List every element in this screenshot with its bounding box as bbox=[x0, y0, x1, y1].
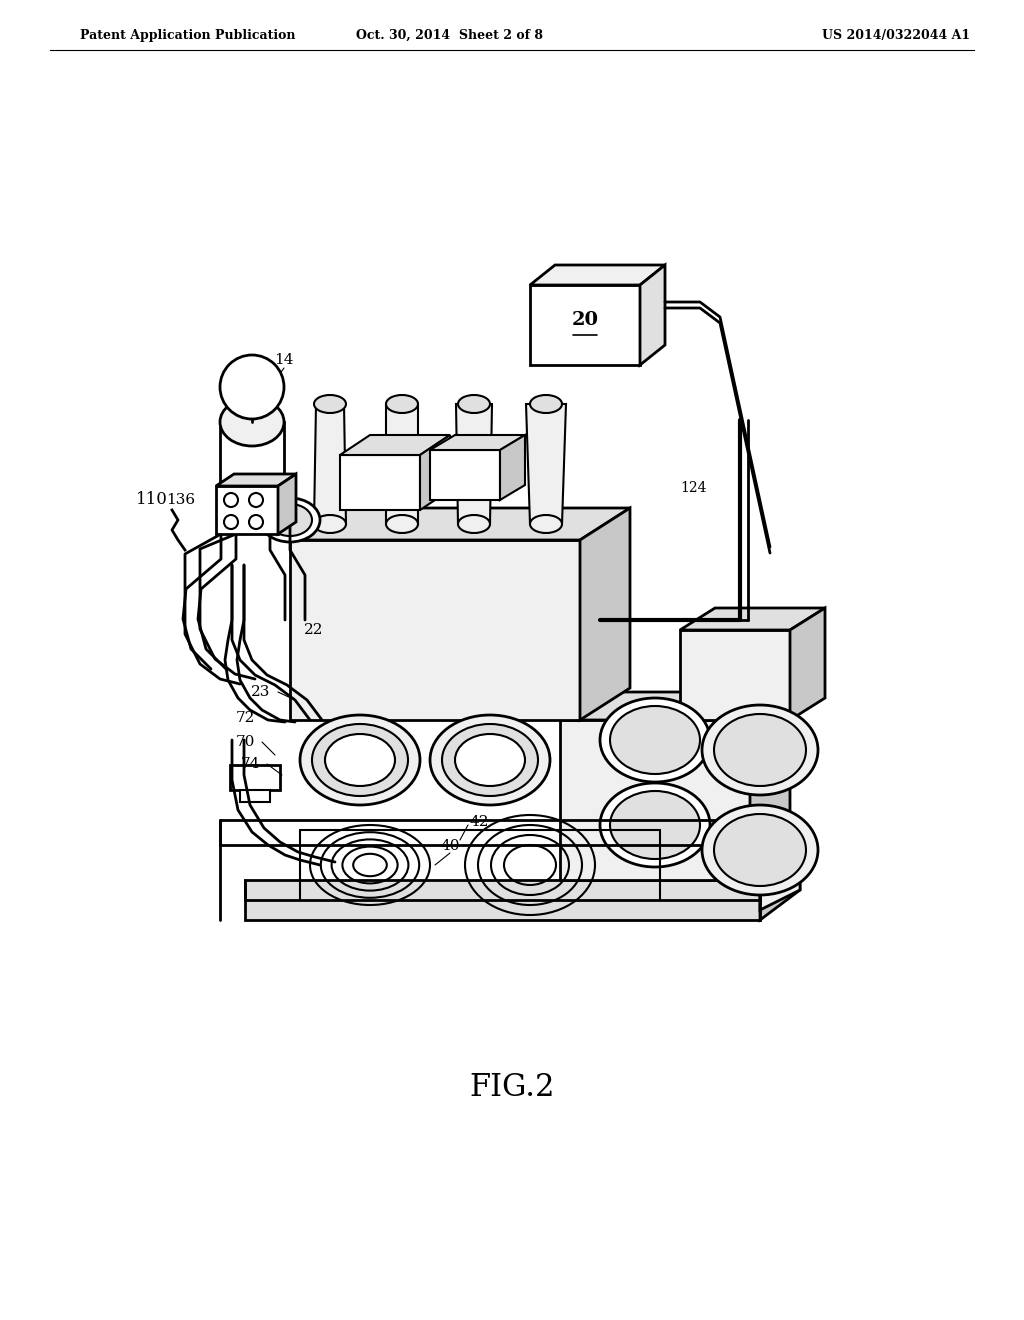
Text: 74: 74 bbox=[241, 756, 260, 771]
Ellipse shape bbox=[600, 698, 710, 781]
Ellipse shape bbox=[325, 734, 395, 785]
Polygon shape bbox=[456, 404, 492, 524]
Circle shape bbox=[224, 492, 238, 507]
Polygon shape bbox=[430, 436, 525, 450]
Ellipse shape bbox=[530, 395, 562, 413]
Polygon shape bbox=[340, 455, 420, 510]
Circle shape bbox=[249, 515, 263, 529]
Text: 42: 42 bbox=[470, 814, 489, 829]
Polygon shape bbox=[560, 719, 750, 880]
Ellipse shape bbox=[600, 783, 710, 867]
Polygon shape bbox=[430, 450, 500, 500]
Circle shape bbox=[249, 492, 263, 507]
Ellipse shape bbox=[220, 399, 284, 446]
Polygon shape bbox=[640, 265, 665, 366]
Polygon shape bbox=[580, 508, 630, 719]
Polygon shape bbox=[240, 789, 270, 803]
Polygon shape bbox=[216, 474, 296, 486]
Ellipse shape bbox=[610, 706, 700, 774]
Polygon shape bbox=[790, 609, 825, 719]
Ellipse shape bbox=[702, 805, 818, 895]
Polygon shape bbox=[340, 436, 450, 455]
Polygon shape bbox=[230, 766, 280, 789]
Ellipse shape bbox=[530, 515, 562, 533]
Polygon shape bbox=[530, 285, 640, 366]
Ellipse shape bbox=[314, 515, 346, 533]
Ellipse shape bbox=[386, 395, 418, 413]
Text: 40: 40 bbox=[440, 840, 460, 853]
Polygon shape bbox=[680, 630, 790, 719]
Text: Patent Application Publication: Patent Application Publication bbox=[80, 29, 296, 41]
Ellipse shape bbox=[714, 814, 806, 886]
Text: 14: 14 bbox=[274, 352, 294, 367]
Text: 23: 23 bbox=[251, 685, 270, 700]
Text: FIG.2: FIG.2 bbox=[469, 1072, 555, 1104]
Ellipse shape bbox=[312, 723, 408, 796]
Text: US 2014/0322044 A1: US 2014/0322044 A1 bbox=[822, 29, 970, 41]
Ellipse shape bbox=[220, 355, 284, 418]
Polygon shape bbox=[245, 880, 760, 920]
Ellipse shape bbox=[268, 504, 312, 536]
Polygon shape bbox=[526, 404, 566, 524]
Polygon shape bbox=[220, 422, 284, 502]
Polygon shape bbox=[278, 474, 296, 535]
Ellipse shape bbox=[314, 395, 346, 413]
Polygon shape bbox=[530, 265, 665, 285]
Polygon shape bbox=[290, 540, 580, 719]
Text: 70: 70 bbox=[236, 735, 255, 748]
Polygon shape bbox=[290, 508, 630, 540]
Polygon shape bbox=[560, 692, 790, 719]
Ellipse shape bbox=[702, 705, 818, 795]
Ellipse shape bbox=[714, 714, 806, 785]
Ellipse shape bbox=[386, 515, 418, 533]
Ellipse shape bbox=[458, 395, 490, 413]
Polygon shape bbox=[680, 609, 825, 630]
Polygon shape bbox=[760, 861, 800, 920]
Text: 110: 110 bbox=[136, 491, 168, 508]
Polygon shape bbox=[760, 861, 800, 909]
Polygon shape bbox=[314, 404, 346, 524]
Text: 124: 124 bbox=[680, 480, 707, 495]
Polygon shape bbox=[500, 436, 525, 500]
Ellipse shape bbox=[610, 791, 700, 859]
Ellipse shape bbox=[430, 715, 550, 805]
Ellipse shape bbox=[220, 478, 284, 525]
Ellipse shape bbox=[300, 715, 420, 805]
Circle shape bbox=[224, 515, 238, 529]
Polygon shape bbox=[420, 436, 450, 510]
Text: Oct. 30, 2014  Sheet 2 of 8: Oct. 30, 2014 Sheet 2 of 8 bbox=[356, 29, 544, 41]
Ellipse shape bbox=[260, 498, 319, 543]
Ellipse shape bbox=[455, 734, 525, 785]
Text: 136: 136 bbox=[166, 492, 195, 507]
Polygon shape bbox=[216, 486, 278, 535]
Polygon shape bbox=[750, 692, 790, 880]
Ellipse shape bbox=[442, 723, 538, 796]
Text: 72: 72 bbox=[236, 711, 255, 725]
Polygon shape bbox=[386, 404, 418, 524]
Text: 22: 22 bbox=[304, 623, 324, 638]
Ellipse shape bbox=[458, 515, 490, 533]
Text: 20: 20 bbox=[571, 312, 598, 329]
